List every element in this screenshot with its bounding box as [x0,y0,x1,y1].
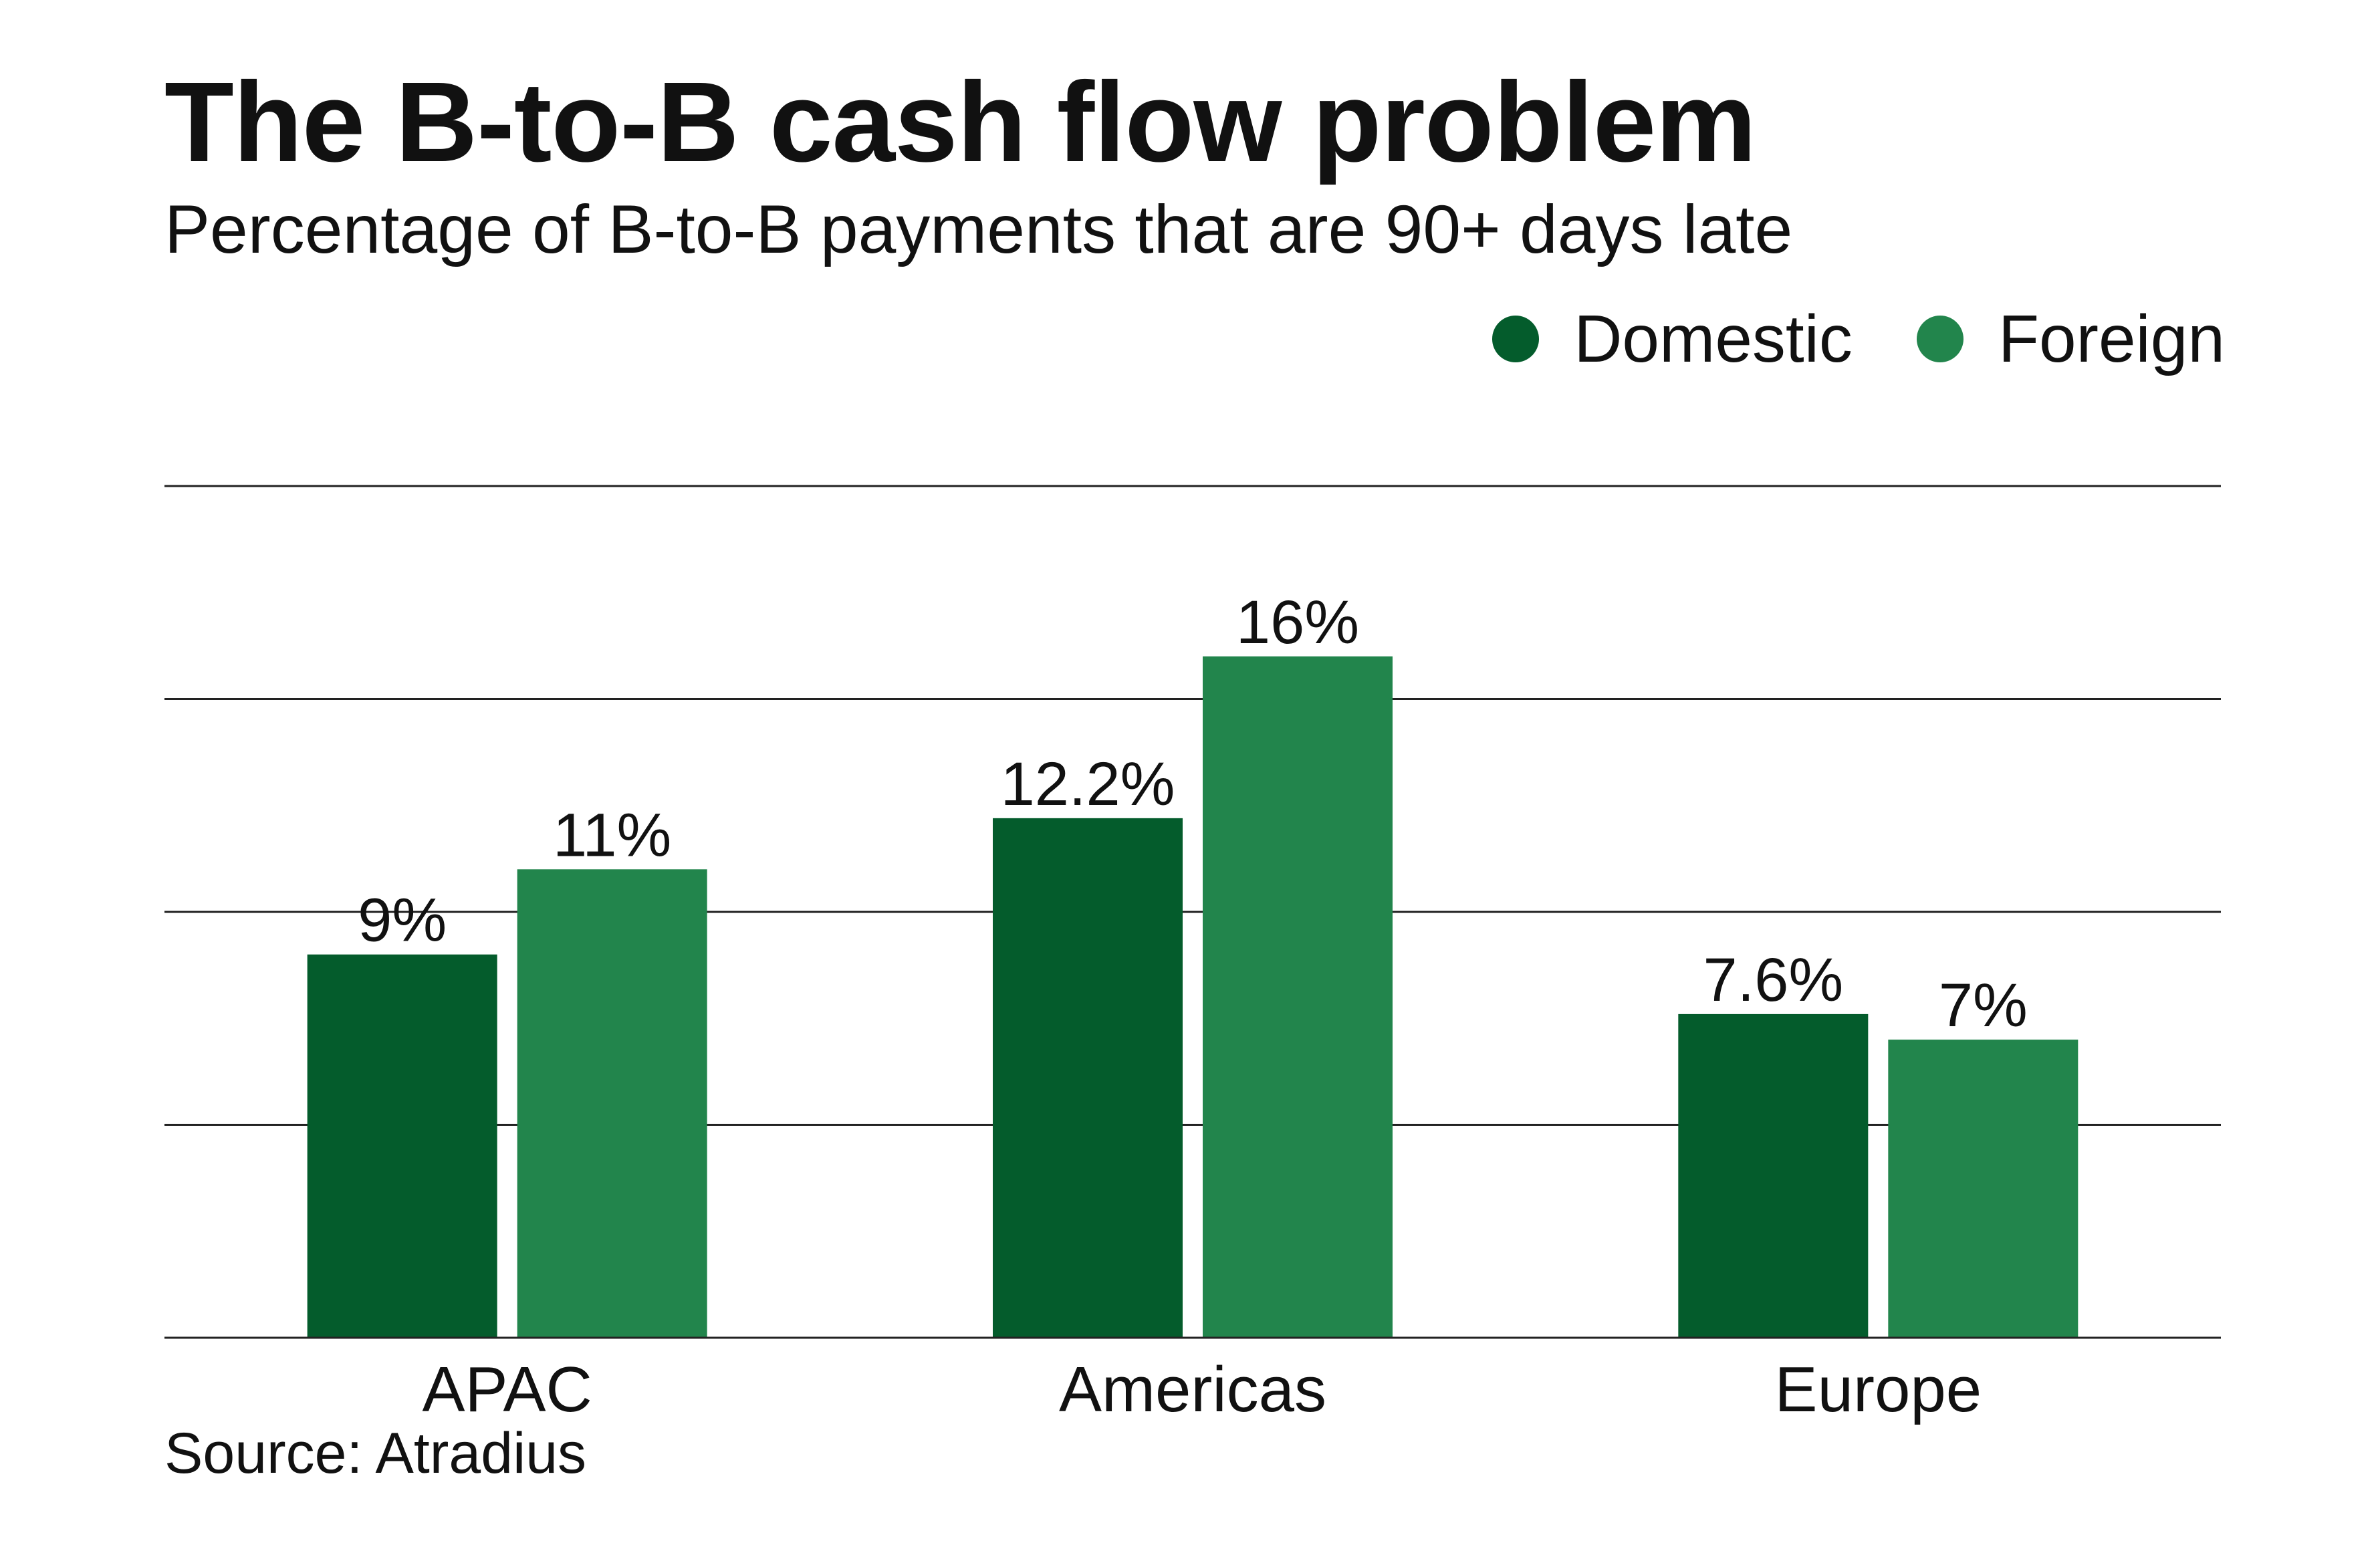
bar-foreign-americas [1203,656,1393,1338]
value-label: 16% [1236,588,1359,657]
legend-item-domestic: Domestic [1492,302,1853,376]
x-tick-label: APAC [423,1354,592,1425]
grid-layer [164,485,2221,1126]
legend-swatch-foreign [1916,316,1964,362]
legend-label-foreign: Foreign [1998,302,2225,376]
value-labels-layer: 9% 11% 12.2% 16% 7.6% 7% [358,588,2028,1040]
legend-swatch-domestic [1492,316,1540,362]
bar-domestic-americas [993,818,1183,1338]
value-label: 9% [358,886,447,955]
bar-domestic-apac [307,954,497,1338]
value-label: 7.6% [1703,946,1843,1014]
value-label: 12.2% [1001,750,1175,818]
bar-foreign-apac [517,869,707,1338]
bar-domestic-europe [1678,1013,1869,1338]
bars-layer [307,656,2078,1338]
chart-title: The B-to-B cash flow problem [164,59,1756,186]
x-tick-label: Americas [1059,1354,1326,1425]
source-note: Source: Atradius [164,1421,587,1485]
bar-foreign-europe [1888,1040,2078,1338]
legend-label-domestic: Domestic [1574,302,1853,376]
legend-item-foreign: Foreign [1916,302,2225,376]
chart-subtitle: Percentage of B-to-B payments that are 9… [164,191,1793,267]
value-label: 7% [1939,971,2028,1040]
x-axis: APAC Americas Europe [164,1336,2221,1425]
x-tick-label: Europe [1775,1354,1982,1425]
value-label: 11% [553,801,671,869]
legend: Domestic Foreign [1492,302,2225,376]
